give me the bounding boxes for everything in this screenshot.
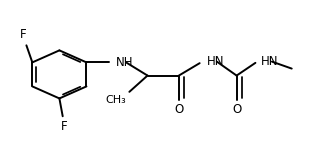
Text: NH: NH — [116, 56, 134, 69]
Text: HN: HN — [207, 55, 224, 68]
Text: O: O — [174, 103, 183, 116]
Text: O: O — [232, 103, 241, 116]
Text: F: F — [61, 120, 68, 133]
Text: F: F — [20, 29, 26, 41]
Text: CH₃: CH₃ — [105, 95, 126, 105]
Text: HN: HN — [261, 55, 279, 68]
